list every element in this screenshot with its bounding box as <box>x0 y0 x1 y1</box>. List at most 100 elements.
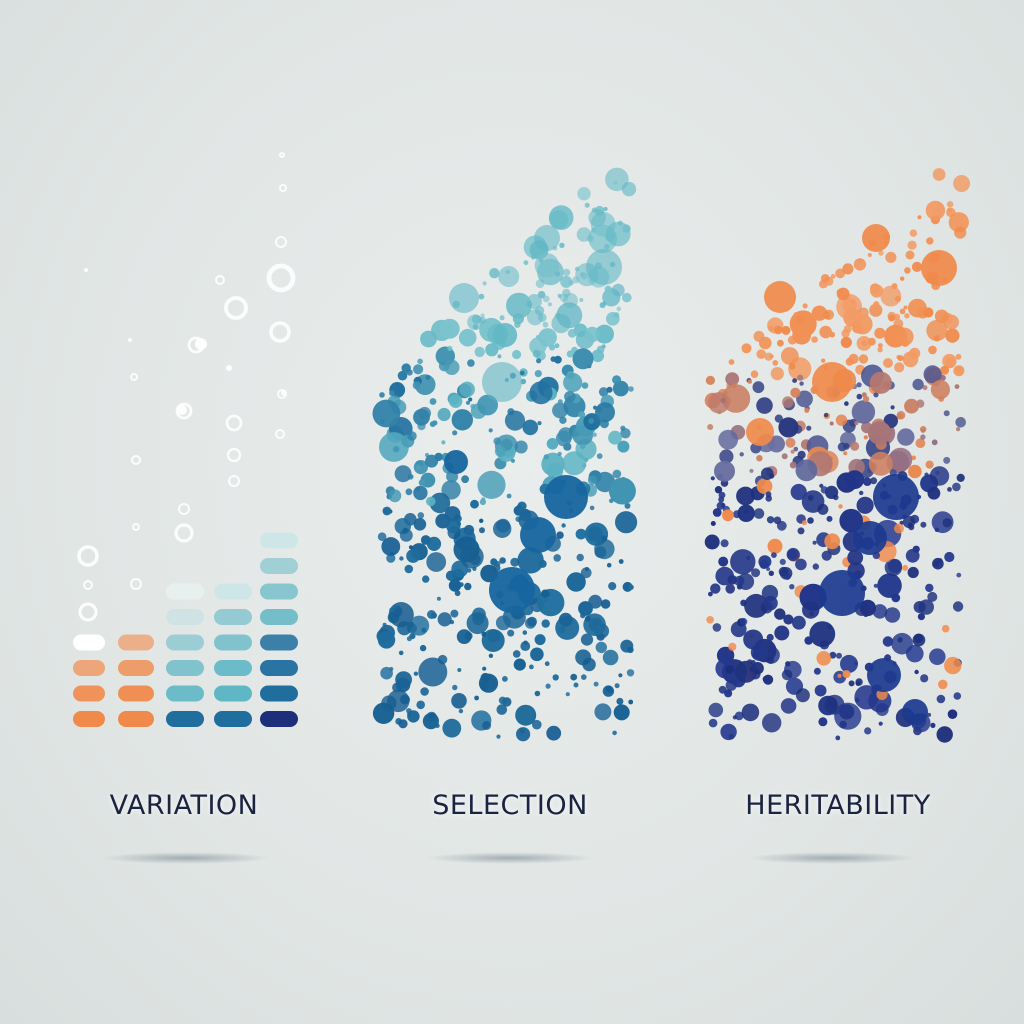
heritability-circle <box>956 572 962 578</box>
heritability-circle <box>773 325 783 335</box>
heritability-circle <box>863 477 872 487</box>
variation-ring <box>131 455 141 465</box>
selection-circle <box>561 523 566 528</box>
selection-circle <box>505 269 510 275</box>
heritability-circle <box>894 362 905 373</box>
variation-shadow <box>101 852 271 864</box>
selection-circle <box>429 398 437 405</box>
selection-circle <box>577 187 591 201</box>
selection-circle <box>389 390 395 397</box>
heritability-circle <box>878 721 883 726</box>
variation-bar-segment <box>73 634 105 651</box>
heritability-circle <box>756 349 766 359</box>
heritability-circle <box>706 616 714 624</box>
selection-circle <box>626 669 635 677</box>
selection-circle <box>513 658 526 671</box>
heritability-circle <box>856 336 872 351</box>
heritability-circle <box>945 357 956 368</box>
heritability-shadow <box>747 852 917 864</box>
selection-circle <box>409 615 430 636</box>
selection-circle <box>595 641 607 654</box>
heritability-circle <box>710 521 716 526</box>
selection-circle <box>618 559 624 564</box>
heritability-circle <box>926 237 934 245</box>
heritability-circle <box>821 550 832 561</box>
heritability-circle <box>869 303 883 317</box>
selection-circle <box>548 205 574 230</box>
selection-circle <box>444 450 468 474</box>
heritability-circle <box>725 665 735 674</box>
heritability-circle <box>790 483 807 501</box>
heritability-circle <box>824 533 841 550</box>
heritability-circle <box>868 451 893 476</box>
selection-circle <box>628 699 634 705</box>
heritability-circle <box>743 629 764 650</box>
variation-ring <box>279 152 285 158</box>
selection-circle <box>418 657 448 687</box>
heritability-circle <box>907 566 919 579</box>
selection-circle <box>496 734 501 739</box>
heritability-circle <box>885 251 897 263</box>
heritability-circle <box>767 656 775 664</box>
heritability-circle <box>785 437 796 448</box>
selection-circle <box>620 425 626 431</box>
selection-circle <box>580 272 588 280</box>
selection-circle <box>588 418 595 424</box>
selection-circle <box>477 470 506 499</box>
heritability-circle <box>820 486 829 494</box>
selection-circle <box>559 416 567 424</box>
variation-bar-segment <box>166 634 204 651</box>
variation-ring <box>225 414 243 432</box>
variation-ring <box>175 402 193 420</box>
selection-circle <box>478 293 485 300</box>
selection-circle <box>578 601 593 616</box>
selection-circle <box>460 544 484 569</box>
selection-circle <box>565 692 570 697</box>
selection-circle <box>540 589 550 598</box>
selection-circle <box>418 406 432 420</box>
selection-circle <box>602 288 621 307</box>
heritability-circle <box>944 551 955 563</box>
heritability-circle <box>830 274 836 279</box>
variation-bar-segment <box>214 660 252 676</box>
selection-circle <box>425 454 439 468</box>
variation-ring <box>226 447 242 463</box>
heritability-circle <box>844 401 849 406</box>
heritability-circle <box>804 408 810 413</box>
heritability-circle <box>897 637 903 643</box>
heritability-circle <box>756 455 763 462</box>
heritability-circle <box>780 347 799 365</box>
variation-ring <box>228 475 240 487</box>
selection-circle <box>412 381 421 390</box>
selection-circle <box>493 437 502 446</box>
heritability-circle <box>863 435 868 440</box>
selection-circle <box>606 562 612 568</box>
heritability-circle <box>731 383 737 388</box>
heritability-circle <box>837 442 847 452</box>
heritability-circle <box>765 491 772 498</box>
heritability-circle <box>724 689 733 698</box>
heritability-circle <box>851 400 876 424</box>
selection-circle <box>520 370 525 376</box>
selection-circle <box>504 410 526 431</box>
selection-circle <box>426 552 447 572</box>
selection-circle <box>613 312 620 318</box>
variation-ring <box>174 523 194 543</box>
heritability-circle <box>915 438 926 449</box>
selection-circle <box>495 615 511 631</box>
heritability-circle <box>812 362 852 402</box>
heritability-circle <box>891 632 913 655</box>
heritability-circle <box>863 395 870 403</box>
selection-circle <box>566 350 574 358</box>
heritability-circle <box>839 720 847 729</box>
selection-circle <box>534 370 542 378</box>
heritability-circle <box>904 398 919 414</box>
heritability-circle <box>878 343 883 348</box>
heritability-circle <box>880 285 902 307</box>
heritability-circle <box>856 496 874 514</box>
heritability-circle <box>837 673 842 678</box>
selection-circle <box>523 260 529 266</box>
selection-circle <box>542 321 549 328</box>
selection-circle <box>608 430 622 445</box>
